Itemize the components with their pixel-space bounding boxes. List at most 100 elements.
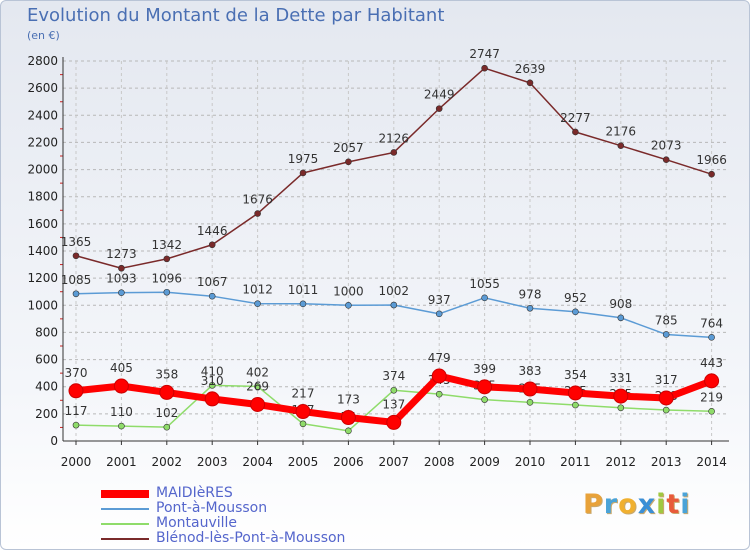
data-point-maidieres	[658, 390, 674, 406]
proxiti-logo: Proxiti	[583, 489, 691, 520]
data-label-maidieres: 399	[473, 362, 496, 376]
y-tick-label: 2000	[27, 163, 58, 177]
data-label-blenod-les-pont-a-mousson: 2073	[651, 139, 682, 153]
data-point-montauville	[254, 383, 261, 390]
data-label-pont-a-mousson: 1011	[288, 283, 319, 297]
data-point-montauville	[345, 427, 352, 435]
data-label-pont-a-mousson: 1067	[197, 275, 228, 289]
data-label-blenod-les-pont-a-mousson: 1975	[288, 152, 319, 166]
data-label-pont-a-mousson: 1055	[469, 277, 500, 291]
x-tick-label: 2002	[152, 455, 183, 469]
data-point-pont-a-mousson	[708, 334, 715, 341]
data-label-maidieres: 317	[655, 373, 678, 387]
legend-swatch	[101, 508, 149, 510]
data-point-blenod-les-pont-a-mousson	[254, 210, 261, 217]
data-label-maidieres: 269	[246, 379, 269, 393]
y-tick-label: 800	[35, 325, 58, 339]
x-tick-label: 2014	[696, 455, 727, 469]
x-tick-label: 2005	[288, 455, 319, 469]
data-point-pont-a-mousson	[299, 300, 307, 308]
data-label-blenod-les-pont-a-mousson: 2176	[606, 125, 637, 139]
logo-letter: P	[583, 489, 604, 520]
data-label-montauville: 219	[700, 390, 723, 404]
data-point-blenod-les-pont-a-mousson	[708, 170, 715, 178]
data-point-blenod-les-pont-a-mousson	[345, 158, 352, 166]
y-tick-label: 2800	[27, 54, 58, 68]
data-point-blenod-les-pont-a-mousson	[572, 128, 579, 136]
data-point-pont-a-mousson	[481, 294, 488, 302]
x-tick-label: 2003	[197, 455, 228, 469]
data-label-pont-a-mousson: 908	[609, 297, 632, 311]
y-tick-label: 0	[50, 434, 58, 448]
data-point-montauville	[617, 404, 625, 412]
x-tick-label: 2009	[469, 455, 500, 469]
data-point-blenod-les-pont-a-mousson	[617, 142, 625, 149]
data-label-blenod-les-pont-a-mousson: 1365	[61, 235, 92, 249]
data-label-pont-a-mousson: 1085	[61, 273, 92, 287]
y-tick-label: 1000	[27, 298, 58, 312]
logo-letter: i	[680, 489, 691, 520]
legend-label: MAIDIèRES	[156, 485, 233, 501]
data-label-maidieres: 405	[110, 361, 133, 375]
data-point-maidieres	[704, 373, 720, 389]
x-tick-label: 2008	[424, 455, 455, 469]
data-label-blenod-les-pont-a-mousson: 1966	[696, 153, 727, 167]
x-tick-label: 2013	[651, 455, 682, 469]
legend-label: Blénod-lès-Pont-à-Mousson	[156, 530, 346, 546]
y-tick-label: 2600	[27, 81, 58, 95]
data-point-maidieres	[295, 404, 311, 420]
data-point-maidieres	[340, 410, 356, 426]
data-point-maidieres	[204, 391, 220, 407]
data-label-maidieres: 370	[65, 366, 88, 380]
x-tick-label: 2011	[560, 455, 591, 469]
data-label-pont-a-mousson: 1093	[106, 272, 137, 286]
data-label-pont-a-mousson: 1012	[242, 283, 273, 297]
data-point-maidieres	[613, 388, 629, 404]
data-point-pont-a-mousson	[435, 310, 443, 318]
legend-swatch	[101, 538, 149, 540]
data-point-blenod-les-pont-a-mousson	[481, 64, 488, 72]
data-point-pont-a-mousson	[208, 292, 216, 300]
data-point-montauville	[118, 422, 125, 430]
data-point-maidieres	[68, 383, 84, 399]
data-label-maidieres: 383	[519, 364, 542, 378]
data-point-blenod-les-pont-a-mousson	[163, 255, 171, 263]
data-label-pont-a-mousson: 1000	[333, 284, 364, 298]
data-point-pont-a-mousson	[254, 300, 261, 307]
data-point-pont-a-mousson	[572, 308, 579, 316]
data-point-maidieres	[250, 396, 266, 412]
data-point-pont-a-mousson	[526, 304, 534, 312]
data-label-blenod-les-pont-a-mousson: 1273	[106, 247, 137, 261]
data-point-maidieres	[431, 368, 447, 384]
data-point-pont-a-mousson	[390, 301, 398, 309]
data-label-pont-a-mousson: 937	[428, 293, 451, 307]
data-point-montauville	[662, 406, 670, 414]
data-point-maidieres	[386, 414, 402, 430]
data-point-pont-a-mousson	[617, 314, 625, 322]
legend-label: Montauville	[156, 515, 238, 531]
data-label-blenod-les-pont-a-mousson: 2277	[560, 111, 591, 125]
data-label-montauville: 402	[246, 365, 269, 379]
data-label-montauville: 117	[65, 404, 88, 418]
data-label-pont-a-mousson: 1096	[152, 271, 183, 285]
logo-letter: x	[637, 489, 657, 520]
chart-subtitle: (en €)	[27, 29, 60, 42]
data-label-blenod-les-pont-a-mousson: 2747	[469, 47, 500, 61]
data-point-maidieres	[477, 379, 493, 395]
data-point-montauville	[299, 420, 307, 428]
y-tick-label: 2400	[27, 108, 58, 122]
logo-letter: r	[603, 489, 619, 520]
data-label-maidieres: 331	[609, 371, 632, 385]
data-label-blenod-les-pont-a-mousson: 2126	[379, 131, 410, 145]
data-label-blenod-les-pont-a-mousson: 2639	[515, 62, 546, 76]
x-tick-label: 2001	[106, 455, 137, 469]
legend-swatch	[101, 490, 149, 498]
data-label-blenod-les-pont-a-mousson: 2449	[424, 88, 455, 102]
data-point-blenod-les-pont-a-mousson	[208, 241, 216, 249]
data-label-maidieres: 443	[700, 356, 723, 370]
data-label-maidieres: 310	[201, 374, 224, 388]
data-label-blenod-les-pont-a-mousson: 1446	[197, 224, 228, 238]
data-label-blenod-les-pont-a-mousson: 1676	[242, 193, 273, 207]
